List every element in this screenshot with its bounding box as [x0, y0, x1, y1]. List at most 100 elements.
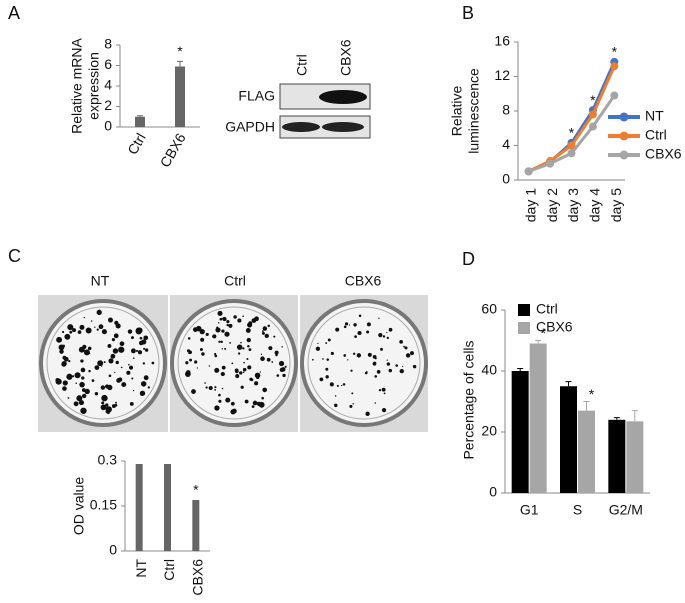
colony: [336, 384, 339, 387]
colony: [260, 353, 263, 355]
colony: [250, 378, 254, 382]
colony: [233, 315, 237, 319]
colony: [107, 317, 113, 323]
colony: [126, 370, 131, 375]
legend-label: Ctrl: [536, 301, 558, 317]
colony: [66, 373, 73, 380]
colony: [201, 352, 205, 356]
legend-swatch: [518, 304, 530, 316]
colony: [374, 375, 378, 378]
colony: [222, 316, 227, 322]
colony: [224, 347, 227, 350]
colony: [200, 332, 203, 335]
y-tick-label: 8: [502, 102, 510, 118]
colony: [264, 326, 267, 329]
colony: [74, 372, 81, 379]
colony: [348, 324, 351, 326]
colony: [268, 346, 273, 351]
colony: [130, 336, 134, 340]
colony: [81, 376, 85, 380]
significance: *: [193, 482, 199, 498]
colony: [325, 342, 328, 344]
colony: [274, 350, 279, 355]
colony: [248, 321, 253, 326]
colony: [201, 330, 203, 332]
colony: [80, 359, 84, 363]
colony: [264, 333, 269, 339]
y-tick-label: 16: [494, 33, 510, 49]
colony: [262, 387, 268, 393]
colony: [388, 368, 393, 373]
colony: [409, 351, 414, 356]
row-label: GAPDH: [225, 119, 275, 135]
colony: [78, 400, 85, 406]
colony: [334, 403, 338, 408]
colony: [247, 345, 250, 348]
lane-label: CBX6: [338, 39, 354, 76]
colony: [98, 324, 104, 330]
colony: [366, 330, 370, 334]
colony: [114, 371, 116, 374]
colony: [129, 401, 134, 406]
colony: [71, 375, 75, 378]
error-bar: [613, 417, 620, 420]
y-axis-label: Relative: [449, 86, 465, 137]
colony: [113, 333, 119, 339]
bar: [560, 386, 577, 493]
x-tick-label: Ctrl: [161, 559, 177, 581]
colony: [59, 349, 64, 354]
bar: [164, 464, 171, 551]
colony: [196, 367, 198, 369]
colony: [143, 375, 149, 381]
colony: [267, 324, 270, 328]
colony: [237, 352, 241, 355]
colony: [365, 411, 370, 417]
colony: [358, 314, 362, 318]
colony: [81, 388, 86, 392]
colony: [218, 393, 221, 397]
colony: [186, 349, 191, 353]
row-label: FLAG: [238, 88, 275, 104]
colony: [240, 341, 242, 344]
colony: [256, 376, 260, 380]
colony: [137, 350, 143, 355]
colony: [340, 384, 343, 387]
colony: [139, 390, 146, 396]
x-tick-label: NT: [133, 559, 149, 578]
colony: [378, 317, 380, 320]
colony: [343, 354, 347, 357]
colony: [191, 389, 196, 394]
colony: [200, 337, 205, 342]
colony: [367, 352, 372, 357]
error-bar: [631, 410, 638, 422]
point: [524, 167, 533, 176]
colony: [194, 360, 198, 364]
colony: [266, 357, 271, 362]
colony: [132, 357, 135, 359]
colony: [97, 360, 104, 367]
colony: [199, 348, 203, 352]
y-tick-label: 40: [481, 362, 497, 378]
colony: [110, 353, 116, 359]
colony: [79, 324, 85, 330]
colony: [115, 323, 121, 329]
colony: [353, 323, 357, 327]
colony: [119, 341, 125, 347]
panel-label: D: [462, 249, 475, 269]
colony: [261, 396, 264, 400]
colony: [405, 353, 411, 358]
colony: [231, 362, 234, 365]
colony: [254, 316, 259, 322]
colony: [380, 347, 383, 351]
colony: [214, 354, 218, 358]
colony: [62, 380, 68, 386]
colony: [221, 348, 223, 350]
y-axis-label: expression: [86, 52, 102, 120]
error-bar: [535, 340, 542, 344]
y-tick-label: 0: [109, 542, 117, 558]
colony: [221, 329, 225, 333]
colony: [364, 371, 368, 375]
colony: [366, 322, 371, 327]
x-tick-label: G2/M: [609, 502, 643, 518]
colony: [319, 377, 324, 382]
